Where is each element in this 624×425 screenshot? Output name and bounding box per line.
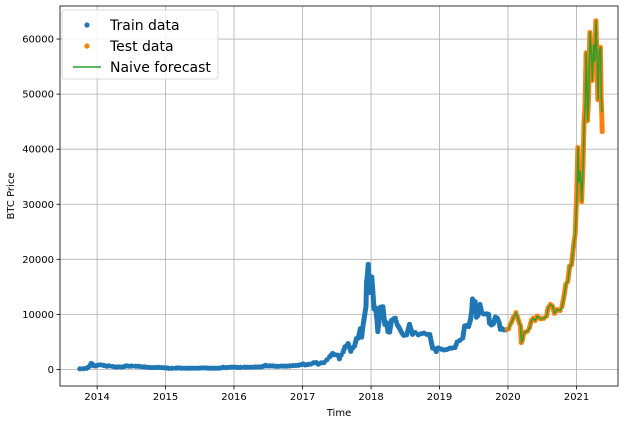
legend-box [61,9,219,80]
legend-label-forecast: Naive forecast [110,60,211,76]
x-tick-label: 2021 [564,392,589,403]
y-tick-label: 20000 [22,255,54,266]
x-tick-label: 2017 [290,392,315,403]
legend: Train data Test data Naive forecast [61,9,219,80]
legend-label-test: Test data [109,39,174,55]
x-tick-label: 2018 [358,392,383,403]
plot-frame [59,5,619,387]
y-tick-label: 60000 [22,35,54,46]
data-point [169,365,175,371]
data-point [599,128,605,135]
x-tick-label: 2016 [221,392,246,403]
legend-label-train: Train data [109,18,180,34]
y-tick-label: 10000 [22,310,54,321]
x-tick-label: 2020 [495,392,520,403]
y-tick-label: 40000 [22,145,54,156]
legend-marker-train [84,22,90,28]
series-train-data [77,261,509,372]
series-naive-forecast-line [507,20,603,344]
x-axis: 2014 2015 2016 2017 2018 2019 2020 2021 [84,386,589,403]
legend-marker-test [84,43,90,49]
x-tick-label: 2014 [84,392,109,403]
x-tick-label: 2019 [427,392,452,403]
series-layer [77,18,605,372]
y-axis: 0 10000 20000 30000 40000 50000 60000 [22,35,60,376]
x-axis-label: Time [326,408,351,419]
y-tick-label: 30000 [22,200,54,211]
y-tick-label: 0 [48,365,54,376]
data-point [129,363,135,369]
y-tick-label: 50000 [22,90,54,101]
x-tick-label: 2015 [153,392,178,403]
y-axis-label: BTC Price [6,173,17,220]
data-point [237,364,244,371]
